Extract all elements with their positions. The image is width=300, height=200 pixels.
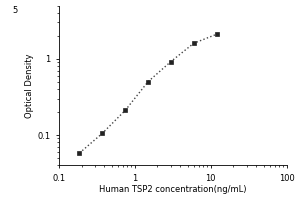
X-axis label: Human TSP2 concentration(ng/mL): Human TSP2 concentration(ng/mL) <box>99 185 246 194</box>
Y-axis label: Optical Density: Optical Density <box>26 53 34 118</box>
Text: 5: 5 <box>12 6 18 15</box>
